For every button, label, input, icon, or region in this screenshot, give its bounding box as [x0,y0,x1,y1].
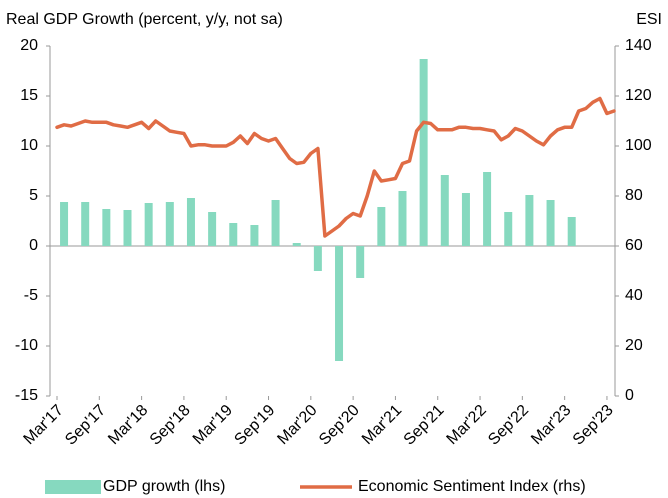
x-tick-label: Sep'18 [147,402,194,449]
y-tick-label: -5 [24,287,38,304]
bar [525,195,534,246]
y-tick-label: -10 [15,337,38,354]
bar [419,59,428,246]
bar [81,202,90,246]
x-tick-label: Mar'17 [21,402,67,448]
x-tick-label: Sep'22 [485,402,532,449]
bar [483,172,492,246]
legend-label: Economic Sentiment Index (rhs) [358,478,586,495]
line [55,96,616,238]
bar [229,223,238,246]
bar [398,191,407,246]
x-tick-label: Mar'23 [528,402,574,448]
bar [208,212,217,246]
x-tick-label: Mar'21 [359,402,405,448]
y-tick-label: 20 [20,37,38,54]
y-tick-label: 15 [20,87,38,104]
bar [504,212,513,246]
bar [440,175,449,246]
y2-tick-label: 100 [625,137,652,154]
bar [356,246,365,278]
y-tick-label: 5 [29,187,38,204]
y-tick-label: 0 [29,237,38,254]
bar [461,193,470,246]
bar [335,246,344,361]
x-tick-label: Mar'18 [105,402,151,448]
bar [292,243,301,246]
y2-tick-label: 60 [625,237,643,254]
bar [123,210,132,246]
x-tick-label: Sep'19 [231,402,278,449]
bar [567,217,576,246]
bar [60,202,69,246]
bar [102,209,111,246]
bar [250,225,259,246]
bar [186,198,195,246]
bar [313,246,322,271]
x-tick-label: Sep'20 [316,402,363,449]
x-tick-label: Mar'22 [444,402,490,448]
x-tick-label: Sep'17 [62,402,109,449]
bar [546,200,555,246]
x-tick-label: Mar'20 [274,402,320,448]
y2-tick-label: 140 [625,37,652,54]
bar [165,202,174,246]
y2-tick-label: 0 [625,387,634,404]
y-tick-label: 10 [20,137,38,154]
y2-tick-label: 80 [625,187,643,204]
x-tick-label: Sep'23 [570,402,617,449]
y-tick-label: -15 [15,387,38,404]
bar [377,207,386,246]
bar [271,200,280,246]
bar [144,203,153,246]
x-tick-label: Sep'21 [401,402,448,449]
x-tick-label: Mar'19 [190,402,236,448]
y2-tick-label: 120 [625,87,652,104]
y2-tick-label: 20 [625,337,643,354]
legend-swatch [45,480,101,494]
chart-title: Real GDP Growth (percent, y/y, not sa) [6,11,283,28]
y2-axis-title: ESI [636,11,662,28]
legend-label: GDP growth (lhs) [103,478,225,495]
y2-tick-label: 40 [625,287,643,304]
